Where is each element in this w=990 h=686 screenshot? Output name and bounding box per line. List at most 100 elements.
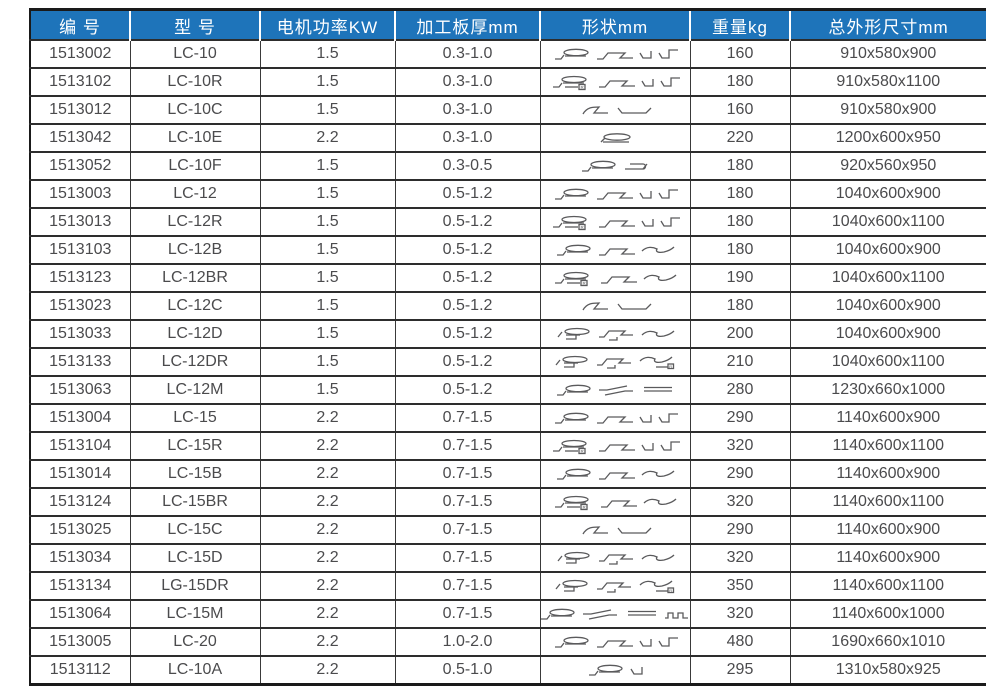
cell-weight: 480 xyxy=(689,627,790,656)
cell-shapes xyxy=(539,459,690,488)
small-hook-icon xyxy=(638,191,652,199)
cell-dims: 1310x580x925 xyxy=(789,655,986,685)
s-curve-icon xyxy=(643,498,677,506)
snap-lock-icon xyxy=(599,248,635,256)
shape-glyphs: R xyxy=(543,574,688,599)
cell-code: 1513052 xyxy=(30,151,130,180)
cell-thickness: 0.7-1.5 xyxy=(394,459,540,488)
cell-code: 1513104 xyxy=(30,431,130,460)
cell-dims: 1140x600x900 xyxy=(789,515,986,544)
cell-shapes: R xyxy=(539,67,690,96)
cell-power: 1.5 xyxy=(259,95,395,124)
cell-code: 1513124 xyxy=(30,487,130,516)
cell-dims: 1040x600x900 xyxy=(789,319,986,348)
cell-shapes xyxy=(539,123,690,152)
cell-power: 1.5 xyxy=(259,179,395,208)
cell-power: 2.2 xyxy=(259,655,395,685)
cell-power: 1.5 xyxy=(259,375,395,404)
cell-model: LC-10E xyxy=(129,123,260,152)
shape-glyphs xyxy=(543,658,688,683)
cell-shapes xyxy=(539,375,690,404)
pittsburgh-lock-icon xyxy=(557,384,591,396)
cell-shapes xyxy=(539,543,690,572)
pittsburgh-lock-icon xyxy=(541,608,575,620)
cell-weight: 320 xyxy=(689,543,790,572)
cell-model: LC-15R xyxy=(129,431,260,460)
cell-code: 1513063 xyxy=(30,375,130,404)
cell-dims: 1140x600x1000 xyxy=(789,599,986,628)
s-curve-icon xyxy=(641,554,675,562)
shape-glyphs xyxy=(543,238,688,263)
cell-weight: 180 xyxy=(689,235,790,264)
cell-model: LC-15D xyxy=(129,543,260,572)
cell-power: 2.2 xyxy=(259,403,395,432)
cell-power: 2.2 xyxy=(259,123,395,152)
step-hook-icon xyxy=(659,217,680,227)
pittsburgh-lock-icon xyxy=(588,664,623,676)
z-curve-icon xyxy=(581,526,608,535)
pittsburgh-lock-r-icon: R xyxy=(555,495,589,511)
cell-thickness: 0.5-1.0 xyxy=(394,655,540,685)
cell-weight: 160 xyxy=(689,95,790,124)
spec-table: 编 号型 号电机功率KW 加工板厚mm 形状mm 重量kg 总外形尺寸mm 151300… xyxy=(29,8,986,686)
cell-power: 1.5 xyxy=(259,235,395,264)
cell-power: 1.5 xyxy=(259,151,395,180)
svg-text:R: R xyxy=(580,449,584,454)
shape-glyphs: R xyxy=(543,70,688,95)
cell-weight: 180 xyxy=(689,207,790,236)
cell-shapes xyxy=(539,151,690,180)
cell-dims: 1690x660x1010 xyxy=(789,627,986,656)
cell-thickness: 0.7-1.5 xyxy=(394,487,540,516)
svg-text:R: R xyxy=(669,364,672,369)
small-hook-icon xyxy=(638,639,652,647)
table-row: 1513124 LC-15BR 2.2 0.7-1.5 R 320 1140x6… xyxy=(30,487,986,516)
spec-sheet-page: 编 号型 号电机功率KW 加工板厚mm 形状mm 重量kg 总外形尺寸mm 151300… xyxy=(29,8,986,686)
cell-dims: 920x560x950 xyxy=(789,151,986,180)
shape-glyphs: R xyxy=(543,350,688,375)
cell-code: 1513023 xyxy=(30,291,130,320)
flat-seam-icon xyxy=(616,303,651,310)
table-row: 1513042 LC-10E 2.2 0.3-1.0 220 1200x600x… xyxy=(30,123,986,152)
cell-weight: 290 xyxy=(689,515,790,544)
cell-model: LC-12C xyxy=(129,291,260,320)
table-row: 1513002 LC-10 1.5 0.3-1.0 160 910x580x90… xyxy=(30,39,986,68)
cell-dims: 1230x660x1000 xyxy=(789,375,986,404)
double-flat-icon xyxy=(644,386,672,392)
snap-lock-icon xyxy=(596,192,633,200)
table-row: 1513013 LC-12R 1.5 0.5-1.2 R 180 1040x60… xyxy=(30,207,986,236)
pittsburgh-step-icon xyxy=(555,355,588,368)
shape-glyphs xyxy=(543,378,688,403)
cell-power: 1.5 xyxy=(259,291,395,320)
cell-code: 1513033 xyxy=(30,319,130,348)
table-row: 1513033 LC-12D 1.5 0.5-1.2 200 1040x600x… xyxy=(30,319,986,348)
cell-code: 1513003 xyxy=(30,179,130,208)
table-row: 1513064 LC-15M 2.2 0.7-1.5 320 1140x600x… xyxy=(30,599,986,628)
cell-weight: 295 xyxy=(689,655,790,685)
small-hook-icon xyxy=(638,51,652,59)
table-row: 1513023 LC-12C 1.5 0.5-1.2 180 1040x600x… xyxy=(30,291,986,320)
cell-power: 2.2 xyxy=(259,599,395,628)
cell-dims: 1040x600x1100 xyxy=(789,347,986,376)
small-hook-icon xyxy=(640,79,654,87)
table-row: 1513014 LC-15B 2.2 0.7-1.5 290 1140x600x… xyxy=(30,459,986,488)
table-row: 1513005 LC-20 2.2 1.0-2.0 480 1690x660x1… xyxy=(30,627,986,656)
pittsburgh-lock-r-icon: R xyxy=(552,439,587,455)
cell-weight: 190 xyxy=(689,263,790,292)
cell-model: LC-12 xyxy=(129,179,260,208)
spec-table-body: 1513002 LC-10 1.5 0.3-1.0 160 910x580x90… xyxy=(30,39,986,685)
cell-shapes xyxy=(539,655,690,685)
cell-power: 1.5 xyxy=(259,39,395,68)
cell-shapes xyxy=(539,515,690,544)
column-header-weight: 重量kg xyxy=(689,9,790,40)
step-hook-icon xyxy=(659,77,680,87)
cell-code: 1513102 xyxy=(30,67,130,96)
cell-code: 1513103 xyxy=(30,235,130,264)
cell-power: 1.5 xyxy=(259,263,395,292)
snap-step-icon xyxy=(599,330,633,341)
cell-shapes xyxy=(539,95,690,124)
cell-thickness: 0.7-1.5 xyxy=(394,543,540,572)
table-row: 1513104 LC-15R 2.2 0.7-1.5 R 320 1140x60… xyxy=(30,431,986,460)
cell-shapes xyxy=(539,403,690,432)
cell-power: 1.5 xyxy=(259,207,395,236)
cell-weight: 320 xyxy=(689,431,790,460)
